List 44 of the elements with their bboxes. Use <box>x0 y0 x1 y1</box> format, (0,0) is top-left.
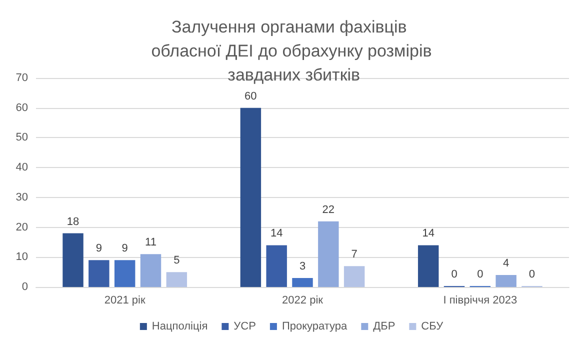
data-label: 5 <box>174 254 180 267</box>
data-label: 60 <box>244 90 257 102</box>
data-label: 9 <box>122 242 128 255</box>
bar <box>166 272 188 287</box>
bar <box>318 221 339 287</box>
y-tick-label: 70 <box>16 72 28 84</box>
bar <box>62 233 84 287</box>
bar <box>418 245 439 287</box>
data-label: 7 <box>351 248 358 261</box>
y-tick-label: 10 <box>16 251 28 264</box>
data-label: 14 <box>422 228 434 240</box>
data-label: 0 <box>451 268 458 280</box>
bar <box>496 275 516 287</box>
data-label: 11 <box>145 236 156 249</box>
y-tick-label: 40 <box>16 162 28 174</box>
data-label: 9 <box>96 242 102 255</box>
y-tick-label: 0 <box>22 281 28 293</box>
y-tick-label: 30 <box>16 191 28 204</box>
x-tick-label: 2022 рік <box>282 294 324 306</box>
legend-label: ДБР <box>373 320 396 332</box>
legend-label: СБУ <box>421 320 444 332</box>
data-label: 4 <box>503 258 510 270</box>
x-tick-label: І півріччя 2023 <box>443 294 518 306</box>
data-label: 0 <box>528 268 536 280</box>
bar <box>114 260 136 287</box>
data-label: 22 <box>322 204 335 216</box>
data-label: 14 <box>270 228 283 240</box>
bar <box>88 260 110 287</box>
bar <box>240 108 262 287</box>
legend-label: Прокуратура <box>282 320 348 332</box>
legend-label: УСР <box>234 320 256 332</box>
data-label: 18 <box>66 216 80 228</box>
y-tick-label: 60 <box>16 102 28 114</box>
data-label: 3 <box>299 260 306 273</box>
chart-title: Залучення органами фахівців обласної ДЕІ до обрахунку розмірів завданих збитків <box>151 18 432 84</box>
bar <box>266 245 287 287</box>
y-tick-label: 50 <box>16 132 28 144</box>
x-tick-label: 2021 рік <box>104 294 146 306</box>
bar <box>140 254 162 287</box>
y-tick-label: 20 <box>16 221 28 234</box>
legend-label: Нацполіція <box>152 320 208 332</box>
bar <box>344 266 365 287</box>
bar <box>292 278 313 287</box>
data-label: 0 <box>477 268 484 280</box>
